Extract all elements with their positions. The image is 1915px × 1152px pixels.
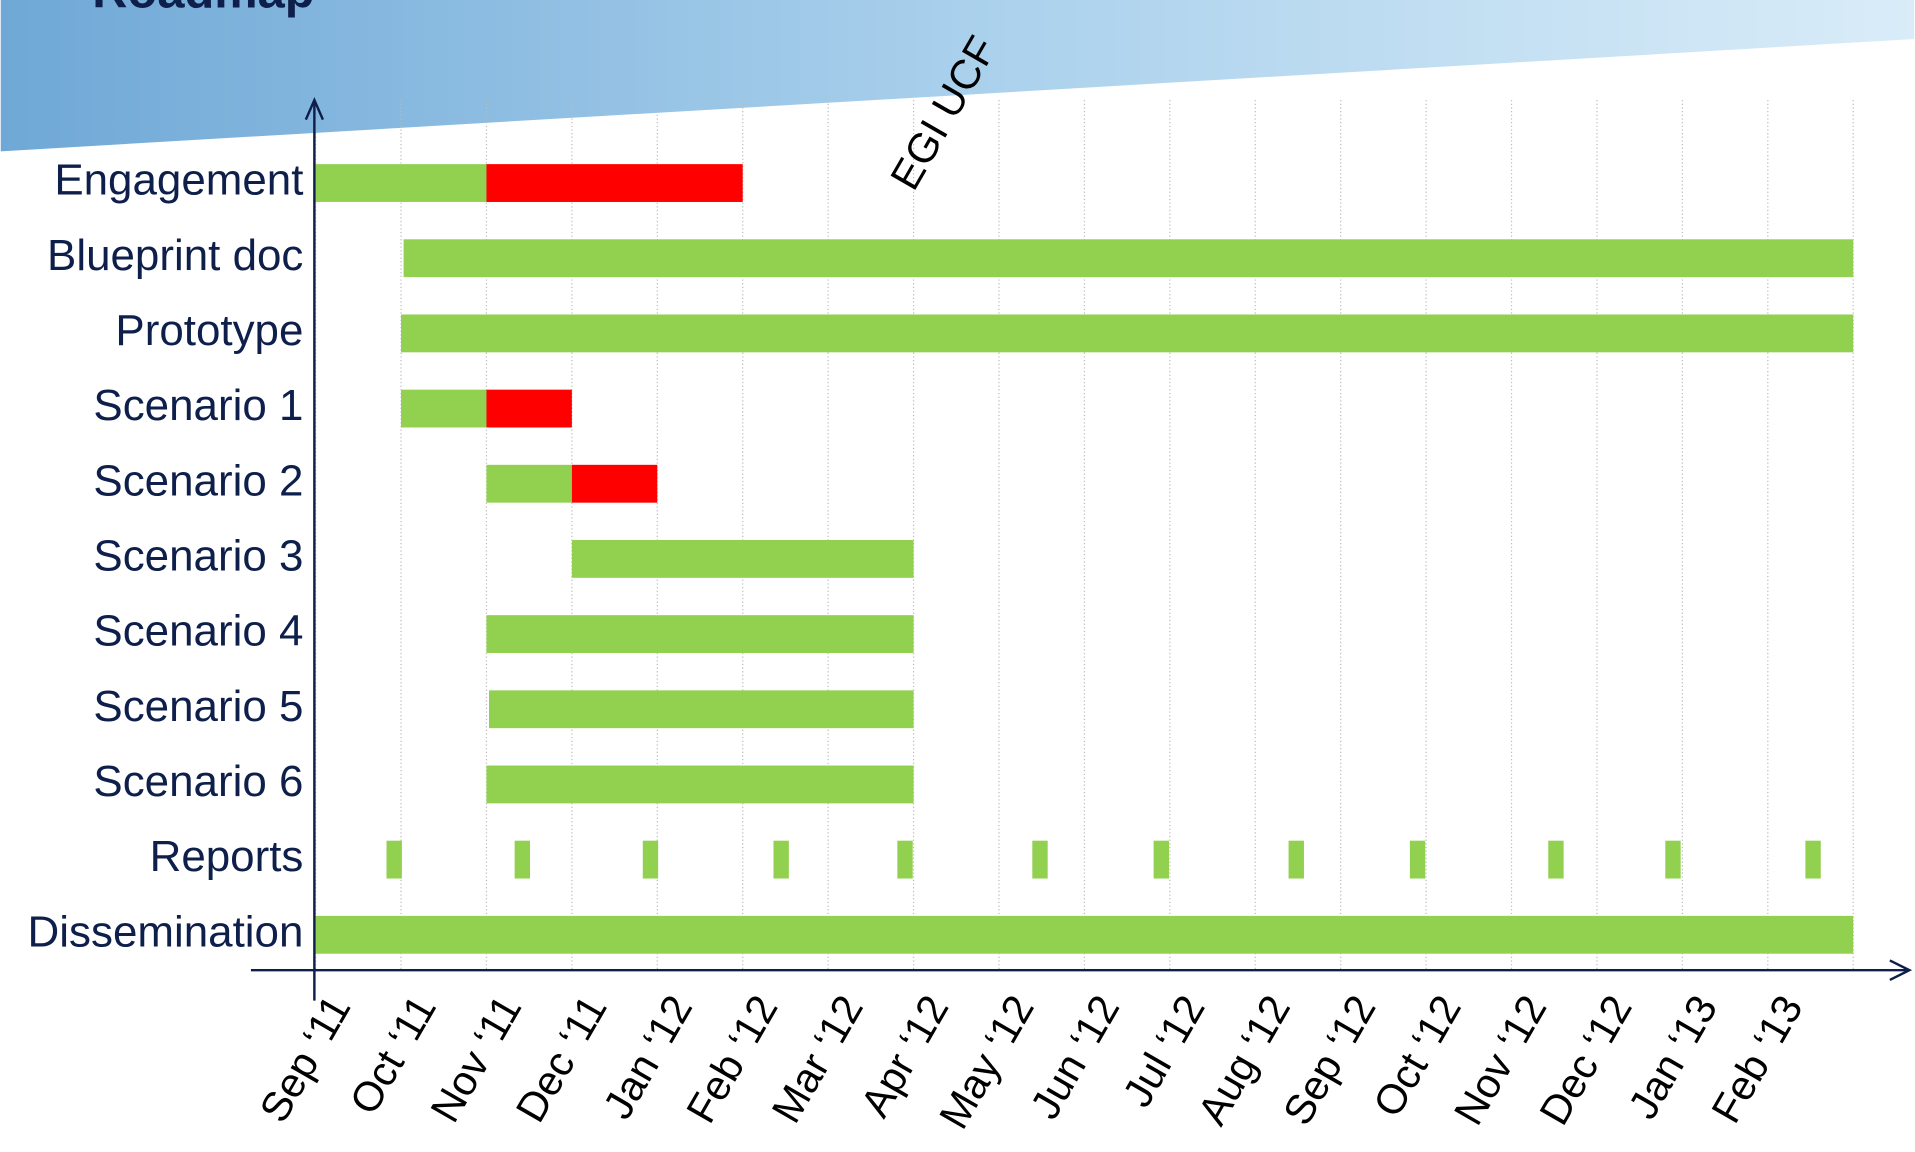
chart-title: Roadmap bbox=[92, 0, 314, 18]
task-bar bbox=[486, 615, 914, 654]
task-label: Prototype bbox=[115, 306, 303, 355]
task-label: Scenario 3 bbox=[93, 532, 303, 581]
task-bar bbox=[1805, 840, 1821, 879]
task-bar bbox=[773, 840, 789, 879]
task-bar bbox=[401, 314, 1854, 353]
task-bar bbox=[403, 239, 1854, 278]
task-label: Dissemination bbox=[28, 907, 304, 956]
y-axis-arrow bbox=[304, 97, 325, 121]
task-bar bbox=[401, 389, 487, 428]
task-bar bbox=[1032, 840, 1048, 879]
task-bar bbox=[1153, 840, 1169, 879]
task-bar bbox=[897, 840, 913, 879]
task-bar bbox=[642, 840, 659, 879]
task-bar bbox=[315, 915, 1854, 954]
task-label: Reports bbox=[150, 832, 304, 881]
header-band bbox=[0, 0, 1915, 152]
task-bar bbox=[571, 540, 914, 578]
task-label: Scenario 6 bbox=[93, 757, 303, 806]
task-bar bbox=[514, 840, 531, 879]
task-bar bbox=[486, 389, 572, 428]
task-label: Blueprint doc bbox=[47, 231, 303, 280]
task-label: Scenario 4 bbox=[93, 607, 303, 656]
task-bar bbox=[1409, 840, 1426, 879]
task-bar bbox=[486, 765, 914, 804]
task-bar bbox=[486, 464, 572, 503]
task-bar bbox=[571, 464, 658, 503]
task-bar bbox=[315, 164, 487, 202]
task-bar bbox=[386, 840, 402, 879]
task-bar bbox=[486, 164, 743, 202]
x-axis-arrow bbox=[1889, 959, 1913, 982]
task-bar bbox=[1288, 840, 1304, 879]
task-label: Scenario 2 bbox=[93, 456, 303, 505]
task-bar bbox=[1548, 840, 1564, 879]
task-label: Scenario 5 bbox=[93, 682, 303, 731]
task-label: Scenario 1 bbox=[93, 381, 303, 430]
task-bar bbox=[489, 690, 914, 729]
x-tick-label: Sep ‘11 bbox=[250, 987, 360, 1130]
task-bar bbox=[1665, 840, 1681, 879]
task-label: Engagement bbox=[54, 156, 303, 205]
